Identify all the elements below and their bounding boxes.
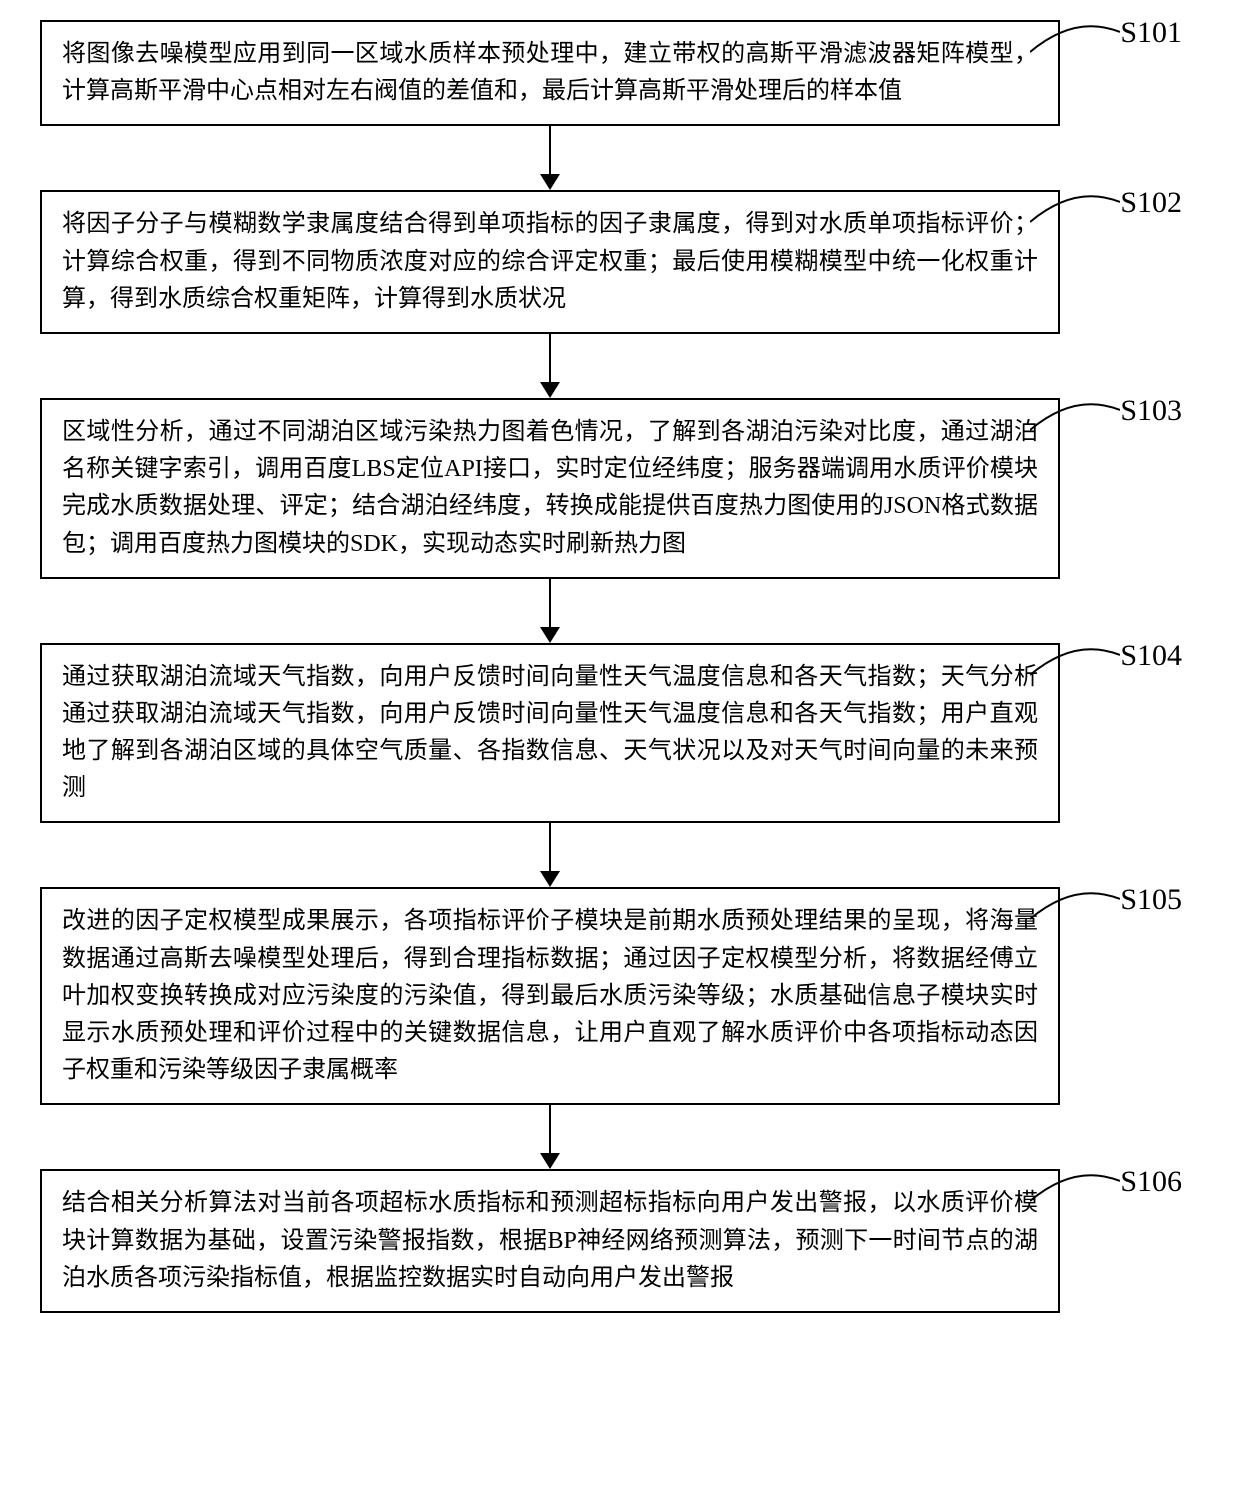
flow-step-label: S105 <box>1120 883 1182 917</box>
flow-step-row: 将图像去噪模型应用到同一区域水质样本预处理中，建立带权的高斯平滑滤波器矩阵模型，… <box>40 20 1200 126</box>
flow-step-box: 结合相关分析算法对当前各项超标水质指标和预测超标指标向用户发出警报，以水质评价模… <box>40 1169 1060 1313</box>
arrow-line <box>549 1105 551 1157</box>
label-connector-curve <box>1030 881 1120 921</box>
flow-step-box: 将因子分子与模糊数学隶属度结合得到单项指标的因子隶属度，得到对水质单项指标评价；… <box>40 190 1060 334</box>
flow-step-box: 将图像去噪模型应用到同一区域水质样本预处理中，建立带权的高斯平滑滤波器矩阵模型，… <box>40 20 1060 126</box>
label-connector-curve <box>1030 1163 1120 1203</box>
flow-step-label: S106 <box>1120 1165 1182 1199</box>
arrow-line <box>549 126 551 178</box>
label-connector-curve <box>1030 392 1120 432</box>
flow-step-row: 改进的因子定权模型成果展示，各项指标评价子模块是前期水质预处理结果的呈现，将海量… <box>40 887 1200 1105</box>
label-connector-curve <box>1030 184 1120 224</box>
flow-step-box: 改进的因子定权模型成果展示，各项指标评价子模块是前期水质预处理结果的呈现，将海量… <box>40 887 1060 1105</box>
arrow-line <box>549 334 551 386</box>
flow-step-box: 通过获取湖泊流域天气指数，向用户反馈时间向量性天气温度信息和各天气指数；天气分析… <box>40 643 1060 824</box>
flow-arrow <box>40 334 1060 398</box>
arrow-head-icon <box>540 871 560 887</box>
flowchart-container: 将图像去噪模型应用到同一区域水质样本预处理中，建立带权的高斯平滑滤波器矩阵模型，… <box>40 20 1200 1313</box>
flow-step-row: 通过获取湖泊流域天气指数，向用户反馈时间向量性天气温度信息和各天气指数；天气分析… <box>40 643 1200 824</box>
flow-step-box: 区域性分析，通过不同湖泊区域污染热力图着色情况，了解到各湖泊污染对比度，通过湖泊… <box>40 398 1060 579</box>
arrow-line <box>549 579 551 631</box>
flow-step-label: S102 <box>1120 186 1182 220</box>
flow-step-label: S103 <box>1120 394 1182 428</box>
flow-arrow <box>40 126 1060 190</box>
flow-step-label: S101 <box>1120 16 1182 50</box>
arrow-line <box>549 823 551 875</box>
arrow-head-icon <box>540 627 560 643</box>
arrow-head-icon <box>540 1153 560 1169</box>
label-connector-curve <box>1030 637 1120 677</box>
arrow-head-icon <box>540 174 560 190</box>
arrow-head-icon <box>540 382 560 398</box>
flow-step-row: 将因子分子与模糊数学隶属度结合得到单项指标的因子隶属度，得到对水质单项指标评价；… <box>40 190 1200 334</box>
label-connector-curve <box>1030 14 1120 54</box>
flow-step-row: 结合相关分析算法对当前各项超标水质指标和预测超标指标向用户发出警报，以水质评价模… <box>40 1169 1200 1313</box>
flow-step-row: 区域性分析，通过不同湖泊区域污染热力图着色情况，了解到各湖泊污染对比度，通过湖泊… <box>40 398 1200 579</box>
flow-arrow <box>40 823 1060 887</box>
flow-step-label: S104 <box>1120 639 1182 673</box>
flow-arrow <box>40 579 1060 643</box>
flow-arrow <box>40 1105 1060 1169</box>
